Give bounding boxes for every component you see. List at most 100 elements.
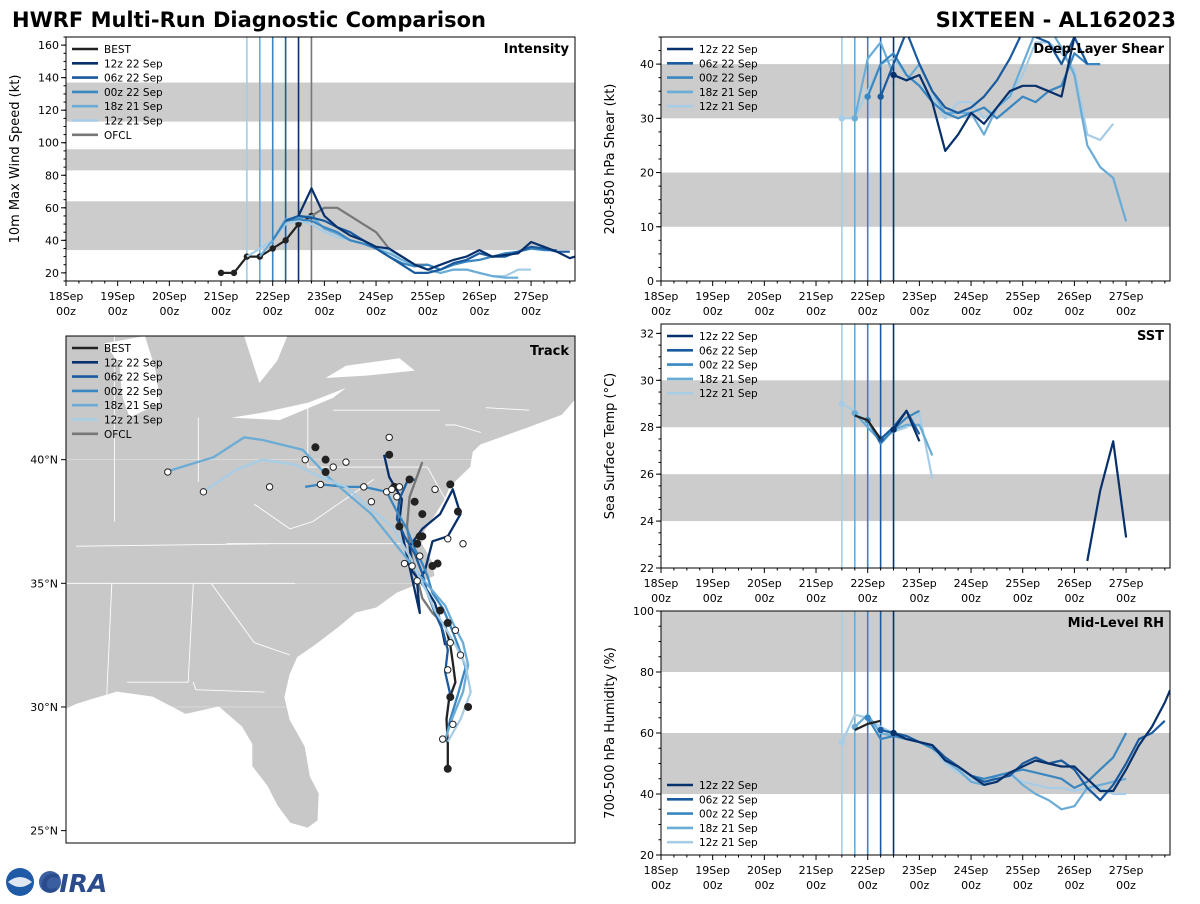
legend-label-best: BEST [104, 343, 132, 355]
shear-panel-title: Deep-Layer Shear [1033, 42, 1164, 57]
great-lake [231, 387, 346, 421]
track-point-open [449, 720, 457, 728]
series-line-00z-22-sep [271, 218, 557, 271]
track-point-filled [446, 693, 455, 702]
series-marker-12z-21-sep [838, 738, 846, 746]
x-tick-sublabel: 00z [909, 879, 929, 892]
series-marker-18z-21-sep [851, 409, 858, 417]
x-tick-sublabel: 00z [211, 305, 231, 318]
x-tick-label: 21Sep [204, 290, 239, 303]
series-marker-12z-21-sep [838, 400, 846, 407]
great-lake [104, 336, 161, 418]
x-tick-sublabel: 00z [909, 592, 929, 605]
x-tick-label: 22Sep [850, 290, 885, 303]
state-border [254, 479, 375, 530]
y-tick-label: 0 [647, 275, 654, 288]
x-tick-sublabel: 00z [806, 305, 826, 318]
series-line-12z-22-sep [1086, 440, 1128, 562]
track-point-filled [433, 559, 442, 568]
series-marker-00z-22-sep [864, 93, 871, 100]
track-point-filled [321, 468, 330, 477]
x-tick-label: 25Sep [1005, 864, 1040, 877]
y-tick-label: 100 [633, 605, 654, 618]
rh-panel-title: Mid-Level RH [1068, 616, 1164, 631]
x-tick-label: 19Sep [695, 290, 730, 303]
state-border [445, 424, 481, 433]
y-tick-label: 32 [640, 327, 654, 340]
y-tick-label: 40 [45, 234, 59, 247]
legend-label-00z-22-sep: 00z 22 Sep [699, 809, 758, 821]
track-point-open [329, 463, 337, 471]
series-marker-12z-22-sep [890, 426, 897, 433]
x-tick-label: 26Sep [1057, 290, 1092, 303]
series-marker-best [230, 269, 238, 277]
x-tick-sublabel: 00z [470, 305, 490, 318]
track-point-filled [453, 507, 462, 516]
x-tick-sublabel: 00z [1065, 592, 1085, 605]
legend-label-12z-21-sep: 12z 21 Sep [699, 388, 758, 400]
legend-label-12z-21-sep: 12z 21 Sep [104, 415, 163, 427]
track-point-open [367, 498, 376, 506]
x-tick-label: 21Sep [799, 290, 834, 303]
legend-label-00z-22-sep: 00z 22 Sep [104, 87, 163, 99]
storm-id: SIXTEEN - AL162023 [936, 8, 1176, 32]
track-point-filled [436, 606, 445, 615]
track-point-open [400, 559, 409, 568]
x-tick-sublabel: 00z [1116, 592, 1136, 605]
y-tick-label: 10 [640, 221, 654, 234]
series-marker-00z-22-sep [864, 714, 871, 721]
track-point-open [431, 485, 439, 494]
x-tick-label: 22Sep [850, 864, 885, 877]
track-point-open [438, 735, 447, 743]
legend-label-00z-22-sep: 00z 22 Sep [699, 73, 758, 85]
sst-frame [660, 323, 1171, 569]
legend-label-12z-22-sep: 12z 22 Sep [699, 780, 758, 792]
x-tick-label: 24Sep [954, 864, 989, 877]
shear-y-axis-label: 200-850 hPa Shear (kt) [603, 84, 618, 235]
y-tick-label: 60 [45, 202, 59, 215]
series-line-06z-22-sep [879, 37, 1089, 115]
x-tick-sublabel: 00z [1116, 305, 1136, 318]
track-point-open [360, 483, 368, 491]
x-tick-label: 22Sep [850, 577, 885, 590]
state-border [76, 543, 270, 547]
y-tick-label: 28 [640, 421, 654, 434]
x-tick-sublabel: 00z [159, 305, 179, 318]
x-tick-label: 25Sep [1005, 577, 1040, 590]
state-border [210, 583, 291, 656]
threshold-band [661, 64, 1170, 119]
threshold-band [66, 149, 575, 171]
x-tick-label: 27Sep [1109, 864, 1144, 877]
track-point-open [451, 626, 460, 635]
x-tick-sublabel: 00z [651, 305, 671, 318]
y-tick-label: 20 [640, 167, 654, 180]
cira-globe-icon [39, 871, 61, 893]
great-lake [325, 358, 415, 378]
lat-tick-label: 35°N [30, 577, 58, 590]
x-tick-sublabel: 00z [754, 879, 774, 892]
threshold-band [661, 611, 1170, 672]
rh-plot-area [661, 611, 1170, 855]
series-marker-best [217, 269, 225, 277]
figure-title: HWRF Multi-Run Diagnostic Comparison [12, 8, 486, 32]
track-point-filled [443, 618, 452, 627]
legend-label-18z-21-sep: 18z 21 Sep [699, 823, 758, 835]
threshold-band [661, 474, 1170, 522]
track-line-18z-21-sep [164, 436, 470, 740]
x-tick-label: 18Sep [644, 290, 679, 303]
x-tick-label: 24Sep [954, 290, 989, 303]
track-point-open [456, 651, 465, 659]
x-tick-label: 26Sep [1057, 864, 1092, 877]
y-tick-label: 140 [38, 72, 59, 85]
x-tick-sublabel: 00z [909, 305, 929, 318]
x-tick-label: 18Sep [644, 864, 679, 877]
sst-plot-area [661, 324, 1170, 568]
legend-label-12z-21-sep: 12z 21 Sep [104, 116, 163, 128]
x-tick-label: 19Sep [695, 864, 730, 877]
series-line-12z-22-sep [893, 37, 1076, 152]
track-point-open [444, 666, 452, 674]
x-tick-sublabel: 00z [858, 592, 878, 605]
x-tick-sublabel: 00z [961, 305, 981, 318]
threshold-band [66, 82, 575, 122]
